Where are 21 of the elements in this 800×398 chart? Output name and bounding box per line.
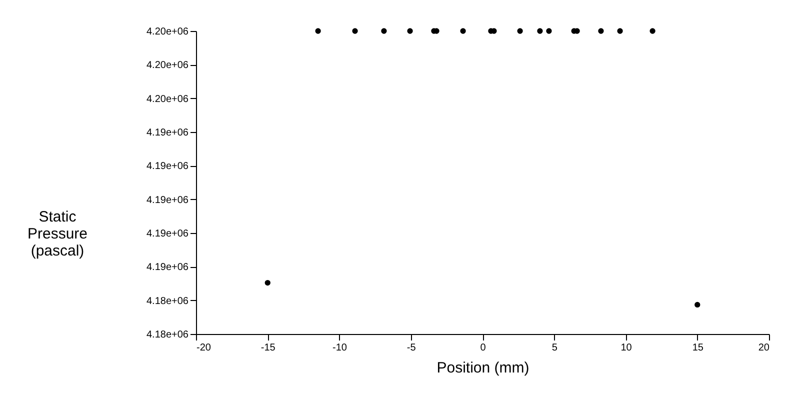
- x-tick-label: -10: [332, 342, 348, 354]
- y-tick-label: 4.19e+06: [146, 128, 189, 138]
- x-tick-label: -20: [196, 342, 212, 354]
- x-tick-label: 15: [692, 342, 704, 354]
- y-tick-label: 4.19e+06: [146, 262, 189, 274]
- y-tick-label: 4.18e+06: [146, 330, 189, 340]
- y-axis-title: Static Pressure (pascal): [27, 208, 88, 260]
- x-tick-label: 0: [480, 342, 486, 354]
- y-tick-label: 4.19e+06: [146, 161, 189, 172]
- y-tick-label: 4.20e+06: [146, 26, 189, 38]
- x-tick-label: 20: [758, 342, 770, 354]
- y-tick-label: 4.19e+06: [146, 194, 189, 206]
- y-tick-label: 4.20e+06: [146, 94, 189, 105]
- y-tick-label: 4.18e+06: [146, 296, 189, 307]
- x-axis-title: Position (mm): [436, 360, 530, 376]
- x-tick-label: -15: [260, 342, 276, 354]
- x-tick-label: -5: [406, 342, 416, 354]
- y-tick-label: 4.19e+06: [146, 228, 189, 240]
- x-tick-label: 10: [620, 342, 632, 354]
- x-tick-label: 5: [552, 342, 558, 354]
- y-tick-label: 4.20e+06: [146, 60, 189, 72]
